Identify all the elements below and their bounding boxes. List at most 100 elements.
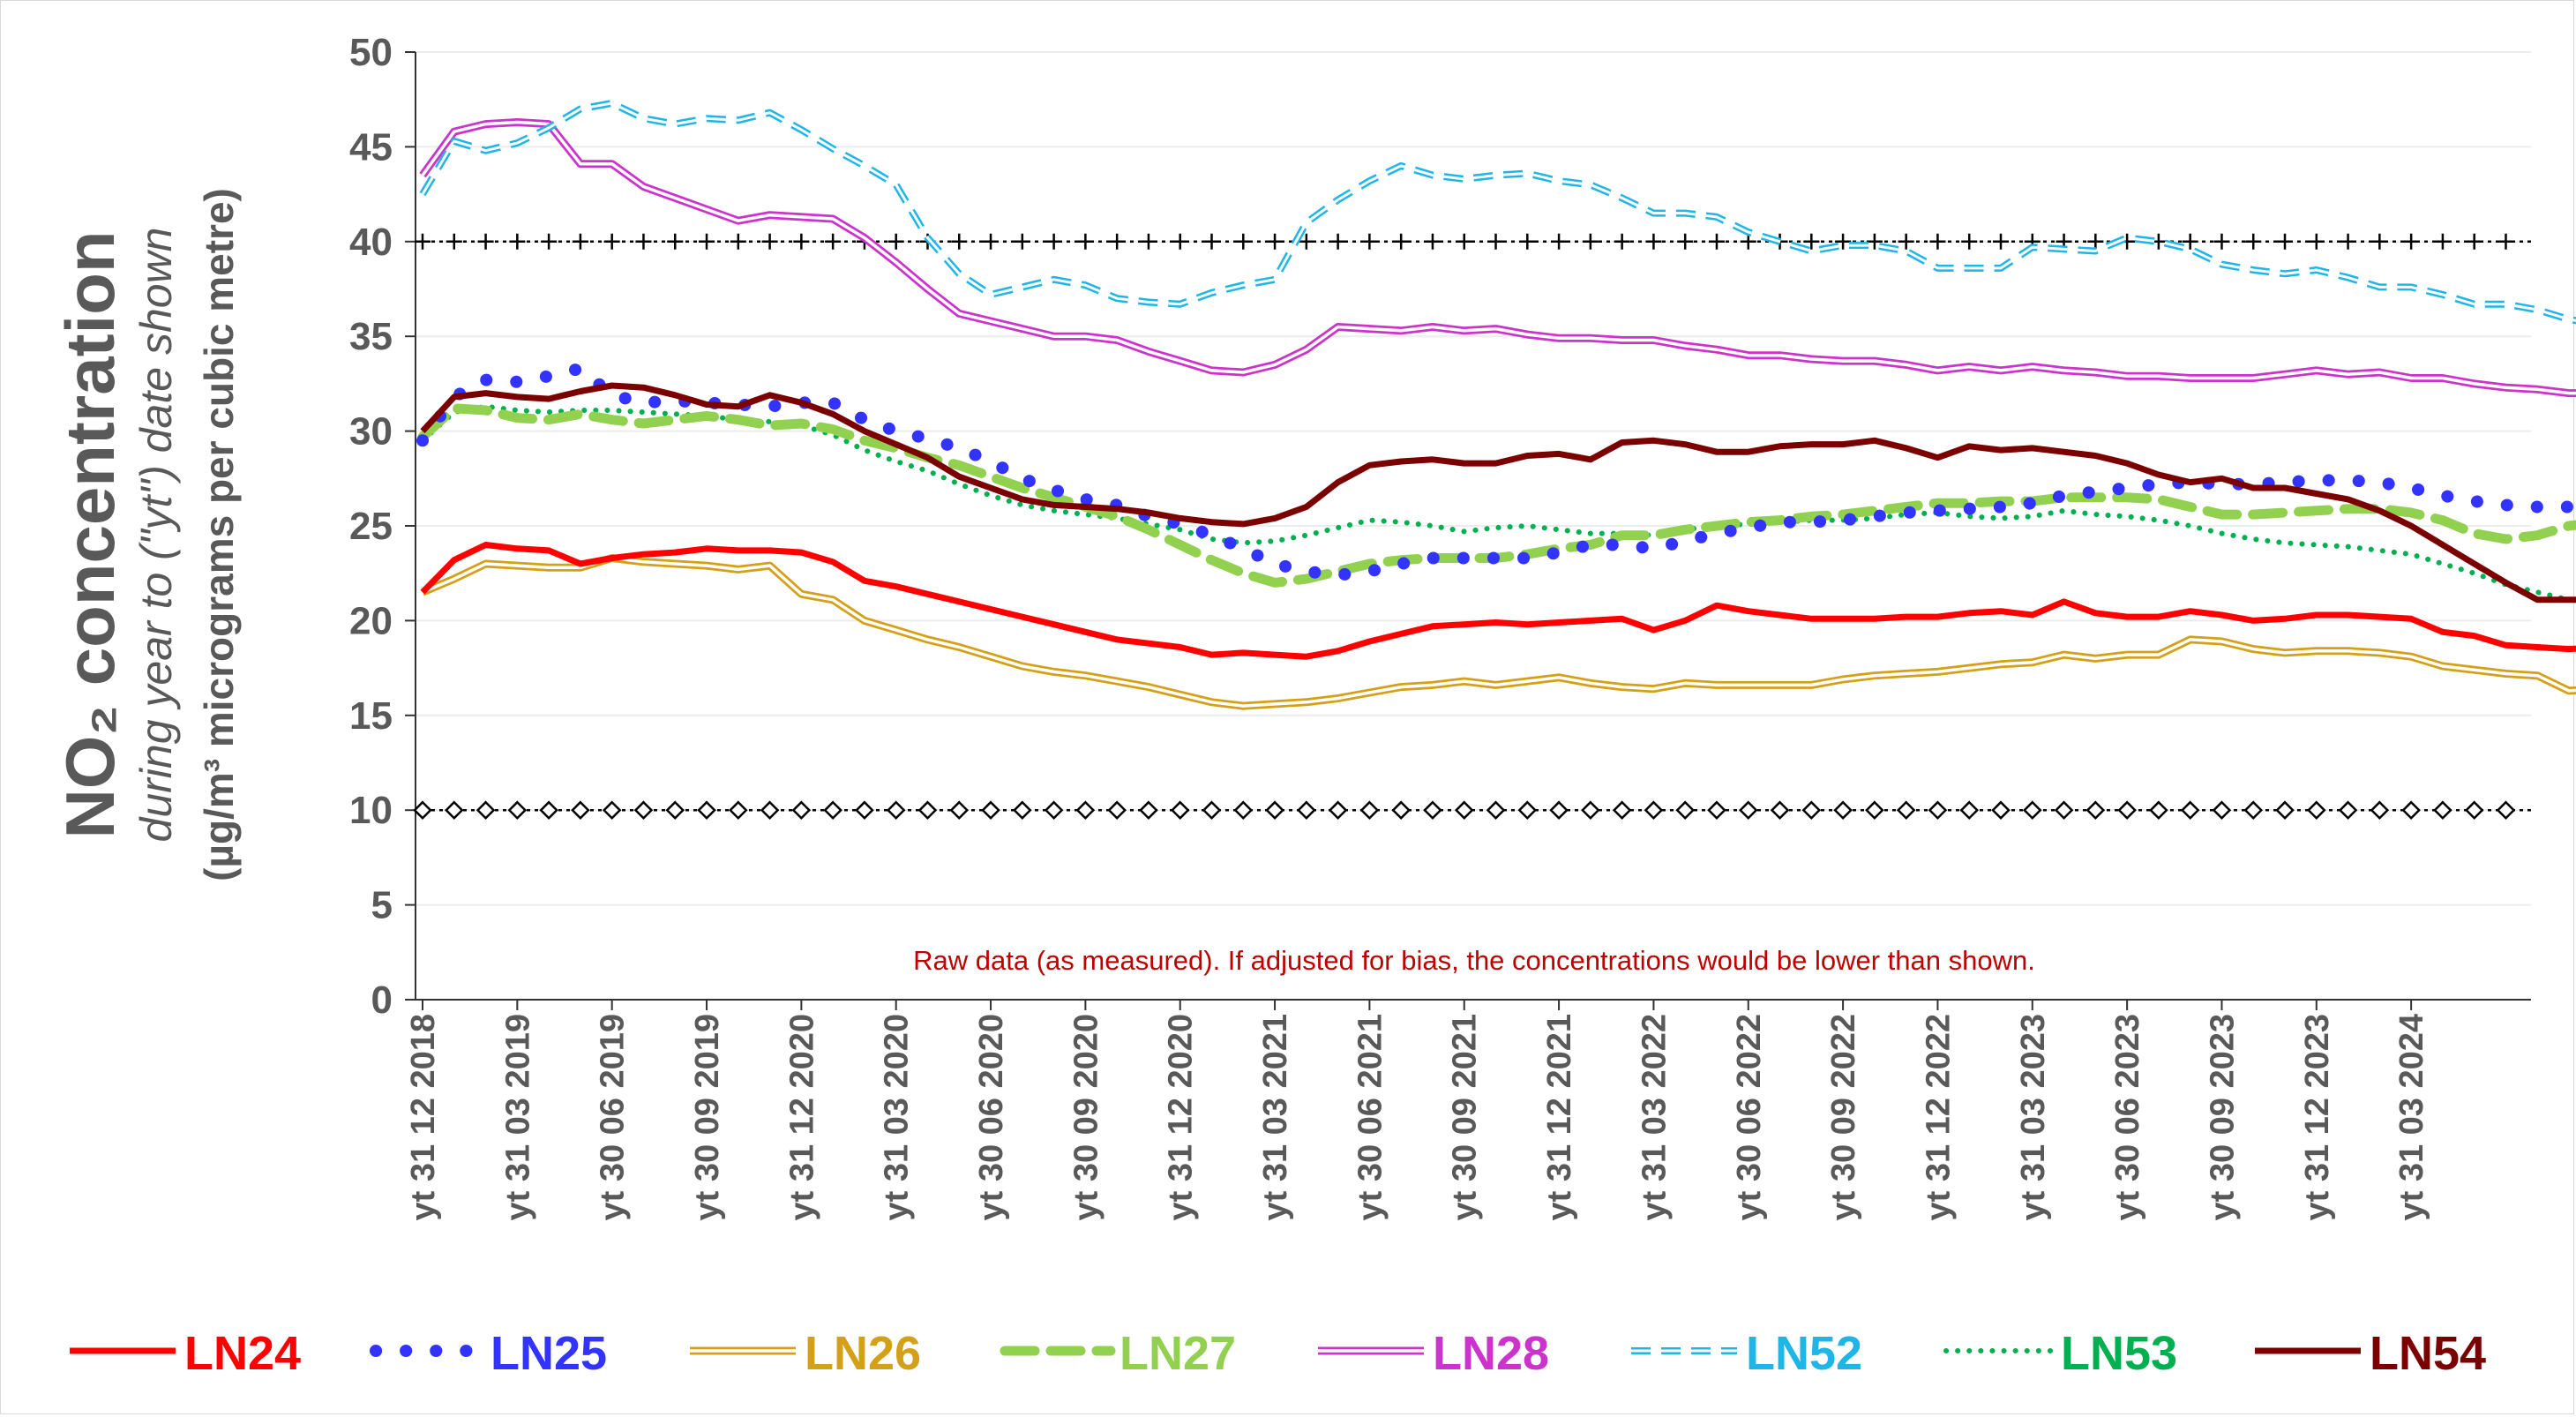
- reference-marker-plus: [2245, 233, 2262, 250]
- reference-marker-diamond: [1612, 800, 1632, 820]
- x-tick-label: yt 31 03 2023: [2015, 1014, 2052, 1221]
- reference-marker-diamond: [602, 800, 622, 820]
- series-line-ln28: [419, 118, 2576, 398]
- reference-marker-plus: [1614, 233, 1630, 250]
- reference-marker-diamond: [1486, 800, 1506, 820]
- reference-marker-plus: [1329, 233, 1346, 250]
- reference-marker-diamond: [1170, 800, 1190, 820]
- reference-marker-plus: [2308, 233, 2325, 250]
- reference-marker-diamond: [413, 800, 432, 820]
- reference-marker-plus: [1235, 233, 1252, 250]
- series-ln24: [420, 542, 2576, 660]
- reference-marker-plus: [2340, 233, 2356, 250]
- reference-marker-diamond: [2023, 800, 2042, 820]
- x-tick-label: yt 30 09 2019: [689, 1014, 726, 1221]
- reference-marker-plus: [2277, 233, 2294, 250]
- reference-marker-diamond: [1202, 800, 1222, 820]
- reference-marker-diamond: [445, 800, 464, 820]
- reference-marker-plus: [635, 233, 652, 250]
- x-tick-label: yt 31 03 2021: [1257, 1014, 1294, 1221]
- reference-marker-plus: [1014, 233, 1030, 250]
- reference-marker-diamond: [571, 800, 590, 820]
- series-line-ln25: [416, 362, 2576, 581]
- x-tick-label: yt 31 03 2022: [1636, 1014, 1673, 1221]
- x-tick-label: yt 30 09 2020: [1067, 1014, 1105, 1221]
- legend-label: LN24: [184, 1327, 301, 1380]
- reference-marker-plus: [825, 233, 842, 250]
- y-tick-label: 10: [349, 789, 393, 832]
- legend-label: LN52: [1746, 1327, 1862, 1380]
- reference-marker-diamond: [2212, 800, 2232, 820]
- series-line-ln52: [419, 100, 2576, 325]
- y-tick-label: 30: [349, 410, 393, 454]
- reference-marker-plus: [1424, 233, 1441, 250]
- reference-marker-diamond: [949, 800, 970, 820]
- reference-marker-diamond: [1233, 800, 1254, 820]
- reference-marker-diamond: [633, 800, 654, 820]
- reference-marker-diamond: [1991, 800, 2011, 820]
- reference-marker-plus: [793, 233, 810, 250]
- legend-label: LN28: [1433, 1327, 1549, 1380]
- reference-marker-diamond: [1801, 800, 1822, 820]
- reference-marker-diamond: [1675, 800, 1695, 820]
- x-tick-label: yt 30 09 2023: [2204, 1014, 2241, 1221]
- y-axis: 0 5 10 15 20 25 30 35 40 45 50: [349, 31, 416, 1022]
- x-tick-label: yt 31 12 2022: [1920, 1014, 1957, 1221]
- x-tick-label: yt 30 06 2021: [1352, 1014, 1389, 1221]
- reference-marker-plus: [699, 233, 715, 250]
- reference-marker-plus: [1172, 233, 1188, 250]
- reference-marker-diamond: [2307, 800, 2326, 820]
- legend-label: LN27: [1120, 1327, 1236, 1380]
- reference-marker-plus: [446, 233, 462, 250]
- reference-marker-plus: [2182, 233, 2198, 250]
- legend-label: LN53: [2061, 1327, 2177, 1380]
- reference-marker-diamond: [2464, 800, 2484, 820]
- reference-marker-diamond: [855, 800, 874, 820]
- reference-marker-diamond: [1865, 800, 1884, 820]
- reference-marker-diamond: [1139, 800, 1158, 820]
- reference-marker-diamond: [1549, 800, 1569, 820]
- series-line-ln24: [420, 542, 2576, 660]
- reference-marker-diamond: [1928, 800, 1948, 820]
- reference-marker-diamond: [917, 800, 938, 820]
- reference-marker-plus: [415, 233, 431, 250]
- reference-marker-plus: [1361, 233, 1378, 250]
- reference-marker-plus: [951, 233, 968, 250]
- series-ln52: [419, 100, 2576, 325]
- reference-marker-plus: [887, 233, 904, 250]
- reference-marker-plus: [603, 233, 620, 250]
- reference-marker-diamond: [760, 800, 780, 820]
- reference-marker-plus: [1645, 233, 1662, 250]
- series-ln28: [419, 118, 2576, 398]
- reference-marker-plus: [1519, 233, 1536, 250]
- x-axis: yt 31 12 2018 yt 31 03 2019 yt 30 06 2019 y…: [405, 999, 2531, 1221]
- reference-marker-diamond: [697, 800, 716, 820]
- reference-marker-plus: [1393, 233, 1410, 250]
- series-line-ln27: [417, 403, 2576, 588]
- legend-item-ln53: LN53: [1943, 1327, 2177, 1380]
- reference-marker-plus: [730, 233, 746, 250]
- reference-marker-plus: [1456, 233, 1472, 250]
- reference-marker-diamond: [2117, 800, 2137, 820]
- reference-marker-plus: [1298, 233, 1314, 250]
- reference-marker-diamond: [2401, 800, 2421, 820]
- reference-marker-diamond: [2275, 800, 2295, 820]
- reference-marker-plus: [1140, 233, 1157, 250]
- reference-marker-diamond: [1454, 800, 1474, 820]
- reference-marker-diamond: [665, 800, 685, 820]
- reference-marker-plus: [1866, 233, 1883, 250]
- reference-marker-diamond: [1517, 800, 1538, 820]
- reference-marker-plus: [1077, 233, 1094, 250]
- y-tick-label: 15: [349, 694, 393, 738]
- reference-marker-diamond: [1013, 800, 1032, 820]
- reference-marker-plus: [2371, 233, 2388, 250]
- legend-item-ln25: LN25: [370, 1327, 607, 1380]
- reference-marker-plus: [1203, 233, 1220, 250]
- x-tick-label: yt 31 12 2020: [1163, 1014, 1200, 1221]
- reference-marker-diamond: [1581, 800, 1600, 820]
- x-tick-label: yt 31 03 2019: [499, 1014, 536, 1221]
- reference-marker-plus: [477, 233, 494, 250]
- reference-marker-plus: [1045, 233, 1062, 250]
